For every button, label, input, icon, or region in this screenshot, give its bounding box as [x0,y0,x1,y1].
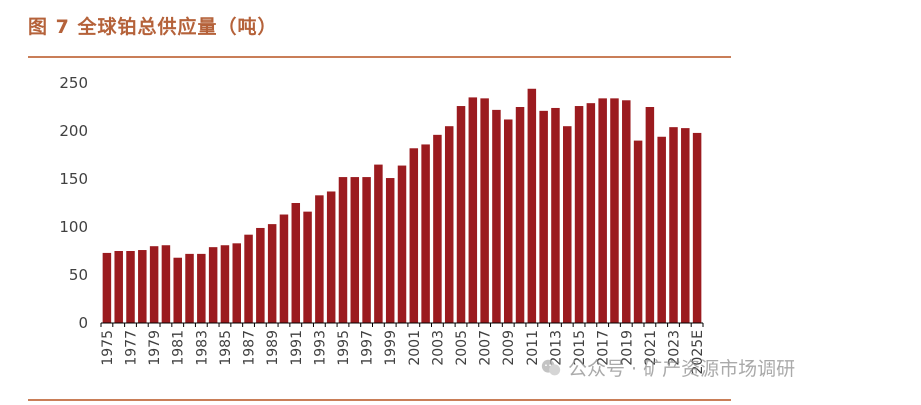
x-tick-label: 1975 [100,330,116,366]
bar-1984 [208,247,218,323]
y-tick-label: 250 [59,74,88,92]
x-tick-label: 1999 [383,330,399,366]
bar-2021 [645,107,655,323]
x-tick-label: 2009 [501,330,517,366]
bar-1985 [220,245,230,323]
bar-1994 [326,191,336,323]
x-tick-label: 1995 [336,330,352,366]
y-tick-label: 50 [69,266,88,284]
bar-1988 [256,227,265,323]
bar-1998 [374,164,383,323]
x-tick-label: 2021 [643,330,659,366]
bar-2010 [515,107,525,323]
x-tick-label: 1997 [360,330,376,366]
bar-2012 [539,110,548,323]
bar-2001 [409,148,419,323]
bar-1993 [315,195,324,323]
x-tick-label: 1979 [147,330,163,366]
x-tick-label: 1981 [171,330,187,366]
x-tick-label: 1993 [312,330,328,366]
bar-1997 [362,177,371,323]
bar-2004 [444,126,454,323]
bar-2005 [456,106,466,323]
bar-2000 [397,165,407,323]
bar-1989 [267,224,277,323]
figure-title: 图 7 全球铂总供应量（吨） [28,16,278,38]
bar-1996 [350,177,360,323]
bar-2020 [633,140,643,323]
bar-1981 [173,257,182,323]
x-tick-label: 1989 [265,330,281,366]
bar-2024 [681,128,690,323]
x-tick-label: 1991 [289,330,305,366]
x-tick-label: 2003 [430,330,446,366]
y-tick-label: 0 [78,314,88,332]
x-tick-label: 2019 [619,330,635,366]
bar-2019 [622,100,631,323]
bottom-rule [28,399,731,401]
x-tick-label: 2007 [478,330,494,366]
x-tick-label: 2017 [596,330,612,366]
bar-1990 [279,214,289,323]
x-tick-label: 2005 [454,330,470,366]
bar-2017 [598,98,607,323]
bar-2023 [669,127,678,323]
bar-2018 [610,98,619,323]
bar-2002 [421,144,430,323]
bar-2008 [492,109,501,323]
y-tick-label: 100 [59,218,88,236]
y-tick-label: 150 [59,170,88,188]
bar-2007 [480,98,489,323]
bar-1999 [385,178,395,323]
watermark: 公众号 · 矿产资源市场调研 [540,354,795,381]
bar-1986 [232,243,241,323]
x-tick-label: 2013 [548,330,564,366]
x-tick-label: 2015 [572,330,588,366]
bar-2011 [527,88,537,323]
bar-1979 [149,246,159,323]
x-tick-label: 1985 [218,330,234,366]
bar-1983 [197,253,206,323]
y-tick-label: 200 [59,122,88,140]
bar-1995 [338,177,348,323]
bar-2006 [468,97,478,324]
x-tick-label: 2011 [525,330,541,366]
bar-1991 [291,203,301,323]
bar-1980 [161,245,171,323]
x-tick-label: 1977 [124,330,140,366]
bar-1978 [138,250,147,323]
bar-1977 [126,251,135,323]
x-tick-label: 2023 [666,330,682,366]
bar-2009 [503,119,513,323]
bar-2014 [563,126,572,323]
wechat-icon [541,359,561,375]
bar-1975 [102,252,112,323]
bar-2003 [433,134,442,323]
bar-2025E [692,132,702,323]
x-tick-label: 2025E [690,330,706,374]
bar-2016 [586,103,596,323]
x-tick-label: 2001 [407,330,423,366]
bar-1992 [303,211,312,323]
bar-2013 [551,107,560,324]
bar-1987 [244,234,253,323]
top-rule [28,56,731,58]
bar-1982 [185,253,194,323]
watermark-text: 公众号 · 矿产资源市场调研 [568,358,796,380]
bar-2015 [574,106,584,323]
x-tick-label: 1983 [194,330,210,366]
bar-2022 [657,136,666,323]
bar-1976 [114,251,123,323]
x-tick-label: 1987 [242,330,258,366]
